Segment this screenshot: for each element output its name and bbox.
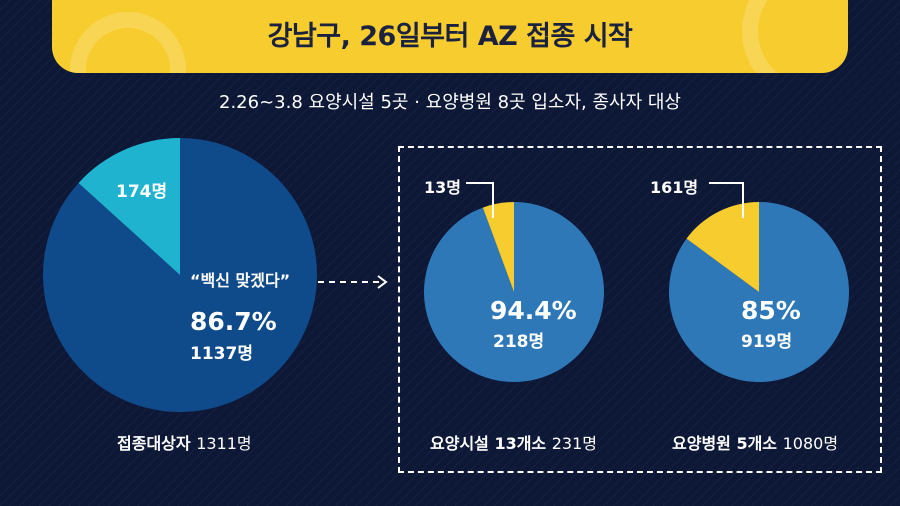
facility-caption-value: 231명 [551, 434, 597, 453]
pie-slice-main-agree [42, 138, 317, 412]
main-caption-value: 1311명 [196, 434, 252, 453]
facility-caption: 요양시설 13개소 231명 [430, 430, 597, 454]
page-subtitle: 2.26~3.8 요양시설 5곳 · 요양병원 8곳 입소자, 종사자 대상 [219, 92, 681, 113]
pie-slice-hospital-agree [669, 202, 850, 382]
main-caption: 접종대상자 1311명 [117, 430, 252, 454]
decorative-ring [742, 0, 848, 73]
pie-slice-facility-other [482, 202, 514, 292]
pie-slice-hospital-other [686, 202, 759, 292]
detail-dashed-box [398, 146, 882, 473]
main-percent-label: 86.7% [190, 307, 277, 336]
hospital-caption-value: 1080명 [782, 434, 839, 453]
hospital-percent-label: 85% [741, 296, 801, 325]
callout-line-hospital [709, 182, 744, 218]
title-banner: 강남구, 26일부터 AZ 접종 시작 [52, 0, 848, 73]
pie-slice-facility-agree [424, 201, 605, 383]
main-count-label: 1137명 [190, 344, 253, 364]
hospital-caption-label: 요양병원 5개소 [672, 434, 778, 453]
connector-arrow-head [377, 275, 388, 289]
facility-percent-label: 94.4% [490, 296, 577, 325]
facility-minor-count-label: 13명 [424, 178, 461, 197]
facility-caption-label: 요양시설 13개소 [430, 434, 547, 453]
hospital-caption: 요양병원 5개소 1080명 [672, 430, 838, 454]
main-caption-label: 접종대상자 [117, 434, 191, 453]
pie-slice-main-other [78, 138, 180, 275]
main-quote-label: “백신 맞겠다” [190, 271, 291, 290]
page-title: 강남구, 26일부터 AZ 접종 시작 [267, 21, 633, 52]
hospital-count-label: 919명 [741, 332, 793, 352]
facility-count-label: 218명 [493, 332, 545, 352]
callout-line-facility [466, 182, 494, 218]
main-minor-count-label: 174명 [116, 182, 168, 202]
hospital-minor-count-label: 161명 [650, 178, 699, 197]
